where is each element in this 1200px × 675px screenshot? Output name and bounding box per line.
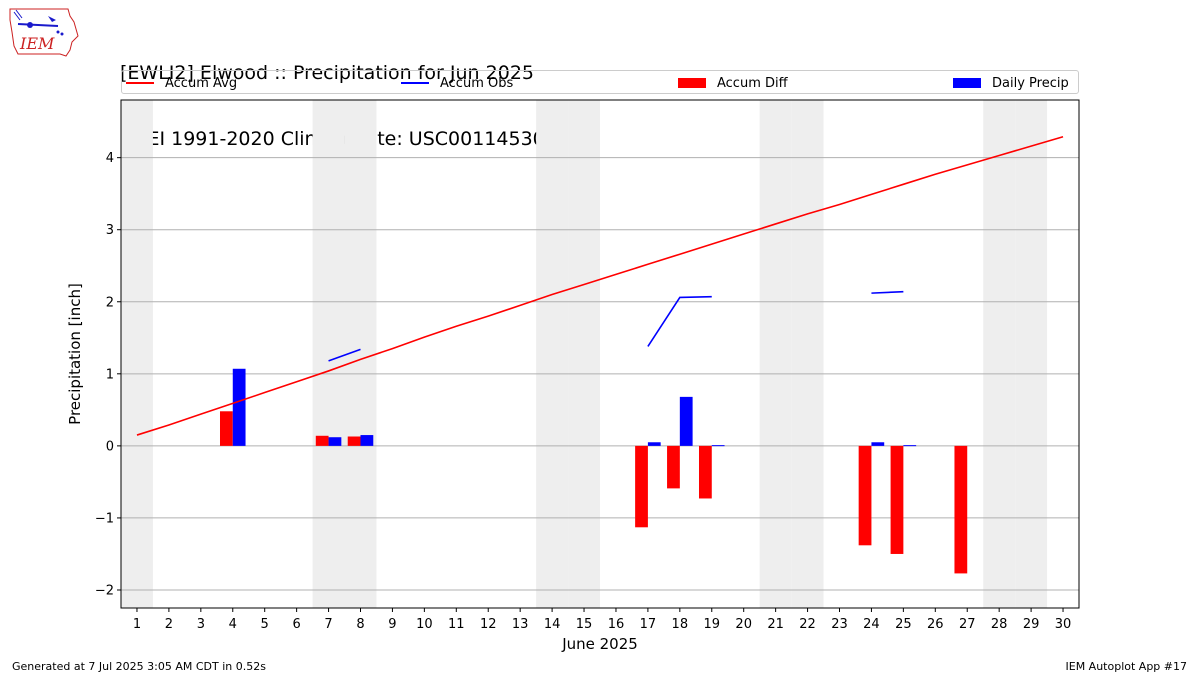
x-tick-label-day-2: 2	[165, 617, 173, 632]
daily-precip-bar-day-17	[647, 442, 661, 446]
x-tick-label-day-3: 3	[197, 617, 205, 632]
accum-diff-bar-day-25	[890, 445, 904, 554]
x-tick-label-day-25: 25	[895, 617, 912, 632]
daily-precip-bar-day-7	[328, 437, 342, 446]
weekend-shade-day-22	[791, 100, 824, 608]
accum-obs-line-segment-3	[871, 290, 904, 294]
daily-precip-bar-day-25	[903, 445, 917, 447]
x-tick-label-day-23: 23	[831, 617, 848, 632]
legend-label-daily-precip: Daily Precip	[992, 75, 1069, 91]
accum-diff-bar-day-8	[347, 436, 361, 446]
legend-swatch-accum-avg	[126, 82, 154, 84]
daily-precip-bar-day-18	[679, 396, 693, 446]
daily-precip-bar-day-4	[232, 368, 246, 446]
legend-swatch-accum-obs	[401, 82, 429, 84]
x-tick-label-day-7: 7	[324, 617, 332, 632]
x-tick-label-day-4: 4	[229, 617, 237, 632]
x-tick-label-day-6: 6	[292, 617, 300, 632]
y-tick-label-1: 1	[106, 367, 114, 382]
y-axis-label: Precipitation [inch]	[66, 283, 84, 425]
legend-label-accum-avg: Accum Avg	[165, 75, 238, 91]
x-tick-label-day-16: 16	[608, 617, 625, 632]
x-tick-label-day-30: 30	[1055, 617, 1072, 632]
y-tick-label-4: 4	[106, 151, 114, 166]
daily-precip-bar-day-24	[871, 442, 885, 446]
x-tick-label-day-13: 13	[512, 617, 529, 632]
x-tick-label-day-26: 26	[927, 617, 944, 632]
x-tick-label-day-18: 18	[672, 617, 689, 632]
x-axis-label: June 2025	[561, 635, 638, 653]
daily-precip-bar-day-19	[711, 445, 725, 447]
plot-frame	[120, 99, 1080, 609]
y-tick-label-0: 0	[106, 439, 114, 454]
accum-diff-bar-day-4	[219, 411, 233, 446]
x-tick-label-day-22: 22	[799, 617, 816, 632]
weekend-shade-day-29	[1015, 100, 1048, 608]
y-tick-label--2: −2	[95, 583, 114, 598]
footer-generated: Generated at 7 Jul 2025 3:05 AM CDT in 0…	[12, 660, 266, 673]
legend-item-accum-avg: Accum Avg	[126, 74, 237, 92]
accum-diff-bar-day-7	[315, 435, 329, 446]
x-tick-label-day-11: 11	[448, 617, 465, 632]
x-tick-label-day-15: 15	[576, 617, 593, 632]
x-tick-label-day-29: 29	[1023, 617, 1040, 632]
x-tick-label-day-1: 1	[133, 617, 141, 632]
x-tick-label-day-5: 5	[261, 617, 269, 632]
accum-obs-line-segment-1	[328, 348, 361, 362]
weekend-shade-day-14	[536, 100, 569, 608]
x-tick-label-day-21: 21	[767, 617, 784, 632]
legend-label-accum-obs: Accum Obs	[440, 75, 514, 91]
weekend-shade-day-28	[983, 100, 1016, 608]
x-tick-label-day-27: 27	[959, 617, 976, 632]
x-tick-label-day-19: 19	[703, 617, 720, 632]
daily-precip-bar-day-8	[360, 435, 374, 446]
legend-swatch-daily-precip	[953, 78, 981, 88]
x-tick-label-day-8: 8	[356, 617, 364, 632]
x-tick-label-day-17: 17	[640, 617, 657, 632]
legend-item-accum-diff: Accum Diff	[678, 74, 788, 92]
accum-diff-bar-day-27	[954, 445, 968, 574]
accum-diff-bar-day-18	[667, 445, 680, 489]
accum-avg-line	[136, 135, 1064, 436]
footer-app: IEM Autoplot App #17	[1065, 660, 1188, 673]
weekend-shade-day-15	[568, 100, 600, 608]
chart-legend: Accum Avg Accum Obs Accum Diff Daily Pre…	[121, 70, 1079, 94]
title-line-1: [EWLI2] Elwood :: Precipitation for Jun …	[120, 62, 534, 84]
accum-diff-bar-day-24	[858, 445, 872, 546]
weekend-shade-day-7	[312, 100, 345, 608]
x-tick-label-day-24: 24	[863, 617, 880, 632]
legend-swatch-accum-diff	[678, 78, 706, 88]
x-tick-label-day-28: 28	[991, 617, 1008, 632]
y-tick-label-2: 2	[106, 295, 114, 310]
weekend-shade-day-21	[759, 100, 792, 608]
x-tick-label-day-20: 20	[735, 617, 752, 632]
x-tick-label-day-12: 12	[480, 617, 497, 632]
x-tick-label-day-10: 10	[416, 617, 433, 632]
weekend-shade-day-1	[121, 100, 153, 608]
accum-diff-bar-day-17	[635, 445, 648, 528]
legend-item-daily-precip: Daily Precip	[953, 74, 1069, 92]
legend-label-accum-diff: Accum Diff	[717, 75, 788, 91]
logo-text: IEM	[19, 34, 55, 53]
accum-obs-line-segment-2	[647, 295, 712, 347]
y-tick-label-3: 3	[106, 223, 114, 238]
x-tick-label-day-14: 14	[544, 617, 561, 632]
legend-item-accum-obs: Accum Obs	[401, 74, 513, 92]
y-tick-label--1: −1	[95, 511, 114, 526]
accum-diff-bar-day-19	[698, 445, 712, 499]
iem-logo: IEM	[8, 6, 80, 58]
x-tick-label-day-9: 9	[388, 617, 396, 632]
